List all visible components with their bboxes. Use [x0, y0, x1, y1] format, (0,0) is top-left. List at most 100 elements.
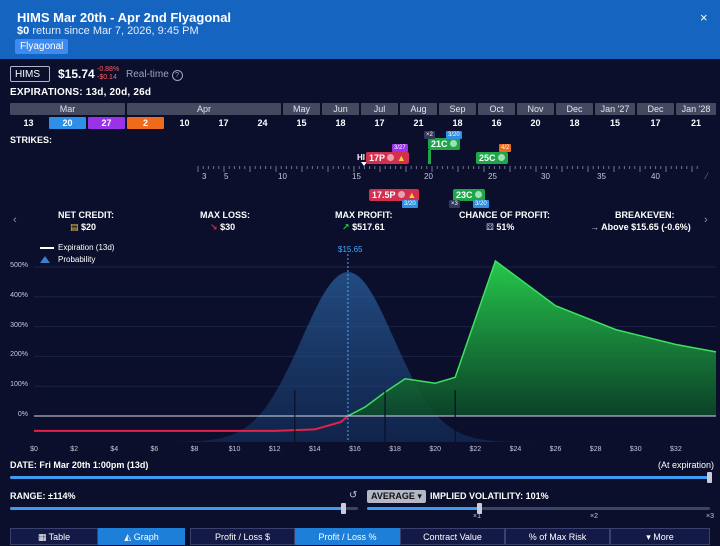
strategy-header [0, 0, 720, 59]
tab-more[interactable]: ▾ More [610, 528, 710, 545]
expiry-day[interactable]: 13 [23, 118, 34, 128]
expiry-day-selected[interactable]: 20 [49, 117, 86, 129]
warning-icon: ▲ [396, 153, 406, 163]
x-tick-label: $18 [389, 446, 401, 453]
info-circle-icon [387, 154, 395, 161]
expiry-day[interactable]: 17 [374, 118, 385, 128]
hi-marker: HI [357, 153, 365, 162]
range-label: RANGE: ±114% [10, 491, 76, 501]
stock-price: $15.74 [58, 67, 95, 81]
price-pointer-icon [361, 162, 367, 166]
strike-tick-label: 25 [488, 172, 497, 181]
iv-label: IMPLIED VOLATILITY: 101% [430, 491, 549, 501]
leg-17p-date: 3/27 [392, 144, 408, 152]
tab-graph[interactable]: ◭ Graph [98, 528, 185, 545]
breakeven-label: BREAKEVEN: [615, 210, 675, 220]
expiry-day[interactable]: 10 [179, 118, 190, 128]
legend-expiration[interactable]: Expiration (13d) [58, 243, 115, 252]
date-slider-fill [10, 476, 710, 479]
range-slider-handle[interactable] [341, 503, 347, 514]
tab-contract-value[interactable]: Contract Value [400, 528, 505, 545]
chance-of-profit-value: ⚄ 51% [486, 222, 515, 232]
month-jun[interactable]: Jun [322, 103, 359, 115]
expiry-day-selected[interactable]: 27 [88, 117, 125, 129]
leg-23c-qty: ×3 [449, 200, 460, 208]
iv-tick: ×3 [706, 513, 714, 520]
profit-line [347, 259, 717, 417]
info-circle-icon [475, 191, 483, 198]
expiry-day[interactable]: 24 [257, 118, 268, 128]
expiry-day[interactable]: 15 [296, 118, 307, 128]
expiry-day[interactable]: 21 [413, 118, 424, 128]
leg-21c-date: 3/20 [446, 131, 462, 139]
leg-17p[interactable]: 17P ▲ [366, 152, 409, 164]
profit-loss-chart[interactable] [0, 240, 720, 445]
month-nov[interactable]: Nov [517, 103, 554, 115]
price-change: -0.88% -$0.14 [97, 66, 120, 81]
info-icon[interactable]: ? [171, 70, 183, 81]
y-tick-label: 300% [10, 322, 28, 329]
month-oct[interactable]: Oct [478, 103, 515, 115]
x-tick-label: $10 [228, 446, 241, 453]
leg-17-5p[interactable]: 17.5P ▲ [369, 189, 420, 201]
x-tick-label: $16 [349, 446, 361, 453]
max-profit-value: ↗ $517.61 [342, 222, 385, 232]
x-tick-label: $2 [70, 446, 78, 453]
month-jan-27[interactable]: Jan '27 [595, 103, 635, 115]
tab-profit-loss-dollar[interactable]: Profit / Loss $ [190, 528, 295, 545]
max-loss-label: MAX LOSS: [200, 210, 251, 220]
expiry-day-selected[interactable]: 2 [127, 117, 164, 129]
tab-profit-loss-percent[interactable]: Profit / Loss % [295, 528, 400, 545]
tab-max-risk[interactable]: % of Max Risk [505, 528, 610, 545]
month-mar[interactable]: Mar [10, 103, 125, 115]
expiry-day[interactable]: 17 [650, 118, 661, 128]
tab-table[interactable]: ▦ Table [10, 528, 98, 545]
close-icon[interactable]: × [700, 10, 708, 25]
strike-tick-label: 40 [651, 172, 660, 181]
strike-tick-label: 10 [278, 172, 287, 181]
leg-23c[interactable]: 23C [453, 189, 486, 201]
month-dec[interactable]: Dec [556, 103, 593, 115]
expiry-day[interactable]: 21 [690, 118, 701, 128]
reset-icon[interactable]: ↺ [349, 490, 358, 501]
net-credit-label: NET CREDIT: [58, 210, 114, 220]
month-aug[interactable]: Aug [400, 103, 437, 115]
strategy-tag[interactable]: Flyagonal [15, 39, 69, 54]
chevron-right-icon[interactable]: › [704, 214, 708, 226]
expiry-day[interactable]: 15 [609, 118, 620, 128]
month-sep[interactable]: Sep [439, 103, 476, 115]
iv-slider-handle[interactable] [477, 503, 483, 514]
x-tick-label: $24 [509, 446, 522, 453]
month-dec-27[interactable]: Dec [637, 103, 674, 115]
coins-icon: ▤ [70, 222, 79, 232]
graph-icon: ◭ [124, 532, 132, 542]
leg-25c[interactable]: 25C [476, 152, 509, 164]
month-apr[interactable]: Apr [127, 103, 281, 115]
y-tick-label: 0% [17, 411, 28, 418]
expiry-day[interactable]: 16 [491, 118, 502, 128]
expiry-day[interactable]: 18 [335, 118, 346, 128]
expiry-day[interactable]: 17 [218, 118, 229, 128]
average-dropdown[interactable]: AVERAGE ▾ [367, 490, 426, 503]
table-icon: ▦ [37, 532, 47, 542]
strike-ruler[interactable] [195, 165, 720, 175]
iv-slider-track[interactable] [367, 507, 710, 510]
max-profit-label: MAX PROFIT: [335, 210, 393, 220]
legend-probability[interactable]: Probability [58, 255, 96, 264]
leg-21c[interactable]: 21C [428, 138, 461, 150]
month-jan-28[interactable]: Jan '28 [676, 103, 716, 115]
probability-distribution [174, 272, 536, 442]
leg-23c-date: 3/20 [473, 200, 489, 208]
info-circle-icon [450, 140, 458, 147]
date-slider-handle[interactable] [707, 472, 712, 483]
symbol-input[interactable]: HIMS [10, 66, 50, 82]
expiry-day[interactable]: 18 [452, 118, 463, 128]
month-may[interactable]: May [283, 103, 320, 115]
y-tick-label: 500% [10, 262, 28, 269]
expiry-day[interactable]: 18 [569, 118, 580, 128]
chevron-left-icon[interactable]: ‹ [13, 214, 17, 226]
month-jul[interactable]: Jul [361, 103, 398, 115]
x-tick-label: $14 [308, 446, 321, 453]
chance-of-profit-label: CHANCE OF PROFIT: [459, 210, 550, 220]
expiry-day[interactable]: 20 [530, 118, 541, 128]
